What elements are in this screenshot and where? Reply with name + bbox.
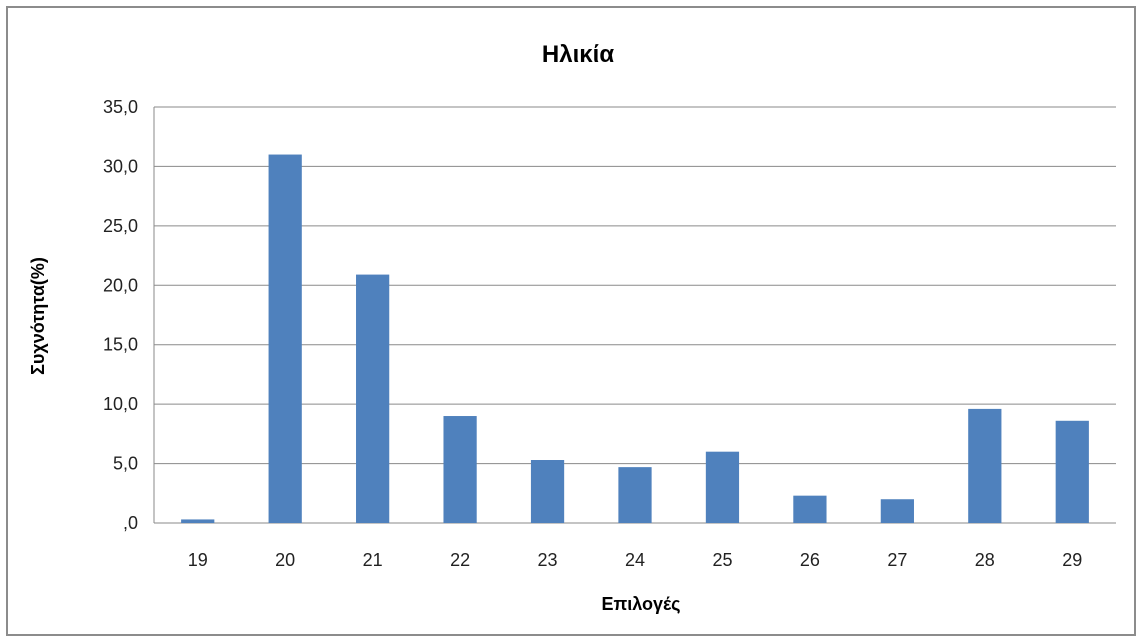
x-tick-label: 21 [363,550,383,570]
x-tick-label: 19 [188,550,208,570]
y-tick-labels: ,0 5,0 10,0 15,0 20,0 25,0 30,0 35,0 [103,97,138,533]
x-tick-label: 26 [800,550,820,570]
bar-27 [880,499,914,523]
bar-19 [181,519,215,523]
y-tick-label: 10,0 [103,394,138,414]
chart-title: Ηλικία [542,41,614,68]
x-tick-label: 28 [975,550,995,570]
gridlines [153,106,1116,524]
y-tick-label: 30,0 [103,156,138,176]
bars [181,154,1089,524]
bar-25 [705,451,740,523]
bar-24 [618,467,652,523]
bar-21 [356,274,390,523]
x-tick-label: 25 [712,550,732,570]
x-tick-labels: 19 20 21 22 23 24 25 26 27 28 29 [188,550,1083,570]
x-tick-label: 27 [887,550,907,570]
x-tick-label: 23 [538,550,558,570]
y-tick-label: 35,0 [103,97,138,117]
y-tick-label: 20,0 [103,275,138,295]
x-tick-label: 29 [1062,550,1082,570]
x-axis-title: Επιλογές [601,594,680,614]
bar-20 [268,154,302,524]
chart-frame [6,6,1136,636]
x-tick-label: 24 [625,550,645,570]
x-tick-label: 20 [275,550,295,570]
y-tick-label: 25,0 [103,216,138,236]
y-axis-title: Συχνότητα(%) [28,257,48,375]
bar-22 [443,416,477,523]
x-tick-label: 22 [450,550,470,570]
bar-26 [793,495,827,523]
y-tick-label: ,0 [123,513,138,533]
bar-28 [968,408,1002,523]
y-tick-label: 15,0 [103,335,138,355]
bar-29 [1055,420,1089,523]
y-tick-label: 5,0 [113,454,138,474]
bar-23 [530,460,565,523]
